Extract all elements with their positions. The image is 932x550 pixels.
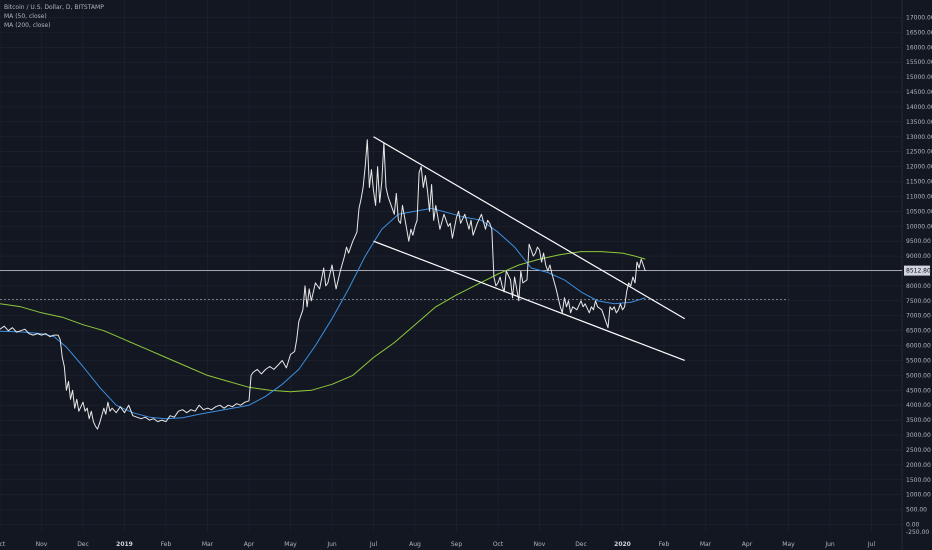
x-tick-label: Nov bbox=[36, 541, 48, 548]
x-tick-label: Oct bbox=[0, 541, 6, 548]
y-tick-label: 11000.00 bbox=[906, 193, 932, 200]
y-tick-label: 2000.00 bbox=[906, 462, 931, 469]
y-tick-label: 0.00 bbox=[906, 522, 920, 529]
x-tick-label: Dec bbox=[575, 541, 587, 548]
x-tick-label: Jun bbox=[326, 541, 337, 548]
y-tick-label: 13000.00 bbox=[906, 134, 932, 141]
x-tick-label: Oct bbox=[493, 541, 504, 548]
y-tick-label: 4000.00 bbox=[906, 402, 931, 409]
chart-legend: Bitcoin / U.S. Dollar, D, BITSTAMP MA (5… bbox=[4, 3, 104, 30]
legend-symbol[interactable]: Bitcoin / U.S. Dollar, D, BITSTAMP bbox=[4, 4, 104, 11]
legend-ma50[interactable]: MA (50, close) bbox=[4, 13, 47, 20]
y-tick-label: 500.00 bbox=[906, 507, 927, 514]
y-tick-label: 8000.00 bbox=[906, 283, 931, 290]
channel-lower-trendline[interactable] bbox=[373, 240, 685, 362]
series-ma50-line[interactable] bbox=[0, 207, 646, 420]
y-tick-label: 5000.00 bbox=[906, 372, 931, 379]
x-tick-label: 2019 bbox=[116, 541, 133, 548]
series-layer bbox=[0, 139, 646, 430]
x-tick-label: Feb bbox=[659, 541, 670, 548]
series-ma200-line[interactable] bbox=[0, 251, 646, 393]
x-tick-label: Aug bbox=[409, 541, 421, 548]
current-price-tag-bg bbox=[904, 265, 930, 276]
x-tick-label: Jul bbox=[867, 541, 876, 548]
current-price-tag-label: 8512.80 bbox=[906, 268, 931, 275]
y-tick-label: 3000.00 bbox=[906, 432, 931, 439]
channel-upper-trendline[interactable] bbox=[373, 136, 686, 320]
series-price-line[interactable] bbox=[0, 139, 646, 430]
y-tick-label: 2500.00 bbox=[906, 447, 931, 454]
y-tick-label: 17000.00 bbox=[906, 14, 932, 21]
x-tick-label: 2020 bbox=[614, 541, 631, 548]
x-tick-label: Jul bbox=[369, 541, 378, 548]
x-tick-label: Feb bbox=[161, 541, 172, 548]
y-tick-label: 4500.00 bbox=[906, 387, 931, 394]
x-tick-label: Apr bbox=[742, 541, 753, 548]
y-tick-label: 16500.00 bbox=[906, 29, 932, 36]
x-tick-label: May bbox=[782, 541, 795, 548]
y-tick-label: 16000.00 bbox=[906, 44, 932, 51]
x-tick-label: Sep bbox=[451, 541, 463, 548]
y-tick-label: 11500.00 bbox=[906, 179, 932, 186]
x-tick-label: Dec bbox=[77, 541, 89, 548]
y-tick-label: 7500.00 bbox=[906, 298, 931, 305]
y-tick-label: 7000.00 bbox=[906, 313, 931, 320]
y-tick-label: 6500.00 bbox=[906, 328, 931, 335]
y-tick-label: 13500.00 bbox=[906, 119, 932, 126]
current-price-tag: 8512.80 bbox=[904, 265, 931, 276]
y-tick-label: 15000.00 bbox=[906, 74, 932, 81]
y-tick-label: 12500.00 bbox=[906, 149, 932, 156]
y-tick-label: 5500.00 bbox=[906, 357, 931, 364]
y-tick-label: 12000.00 bbox=[906, 164, 932, 171]
y-tick-label: 6000.00 bbox=[906, 343, 931, 350]
time-axis[interactable]: Oct Nov Dec 2019 Feb Mar Apr May Jun Jul Aug Sep Oct… bbox=[0, 541, 875, 548]
x-tick-label: Apr bbox=[244, 541, 255, 548]
y-tick-label: 15500.00 bbox=[906, 59, 932, 66]
y-tick-label: -250.00 bbox=[906, 529, 929, 536]
chart-grid bbox=[0, 0, 903, 550]
x-tick-label: May bbox=[284, 541, 297, 548]
legend-ma200[interactable]: MA (200, close) bbox=[4, 22, 51, 29]
x-tick-label: Jun bbox=[824, 541, 835, 548]
y-tick-label: 14000.00 bbox=[906, 104, 932, 111]
y-tick-label: 1000.00 bbox=[906, 492, 931, 499]
y-tick-label: 3500.00 bbox=[906, 417, 931, 424]
trendline-layer[interactable] bbox=[373, 136, 686, 362]
y-tick-label: 1500.00 bbox=[906, 477, 931, 484]
y-tick-label: 10000.00 bbox=[906, 223, 932, 230]
x-tick-label: Mar bbox=[700, 541, 712, 548]
y-tick-label: 9500.00 bbox=[906, 238, 931, 245]
y-tick-label: 9000.00 bbox=[906, 253, 931, 260]
x-tick-label: Nov bbox=[534, 541, 546, 548]
x-tick-label: Mar bbox=[202, 541, 214, 548]
y-tick-label: 14500.00 bbox=[906, 89, 932, 96]
y-tick-label: 10500.00 bbox=[906, 208, 932, 215]
